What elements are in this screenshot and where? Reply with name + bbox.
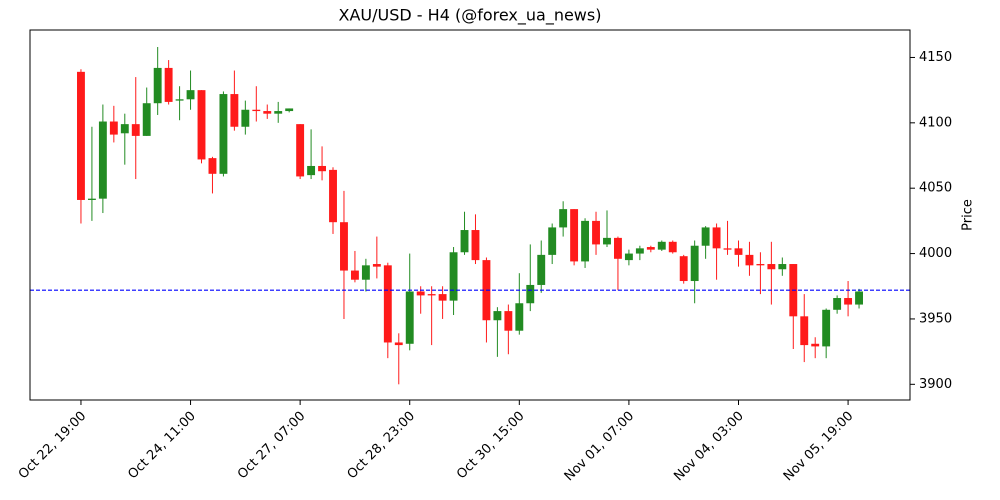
candle-body	[767, 264, 776, 270]
candle-body	[548, 227, 557, 255]
candle-body	[811, 343, 820, 347]
candle-body	[844, 298, 853, 305]
candle-body	[833, 298, 842, 310]
candle-body	[778, 264, 787, 270]
candle-body	[285, 108, 294, 112]
candle-body	[208, 158, 217, 174]
candle-body	[800, 316, 809, 346]
candle-body	[274, 111, 283, 114]
candle-body	[197, 90, 206, 160]
candle-body	[98, 121, 107, 199]
candle-body	[175, 99, 184, 101]
candle-body	[668, 241, 677, 253]
candle-body	[438, 294, 447, 301]
candle-body	[460, 230, 469, 253]
candle-body	[603, 237, 611, 245]
y-tick-label: 3900	[919, 377, 952, 392]
plot-frame	[29, 29, 911, 401]
candle-body	[153, 67, 162, 104]
candle-body	[405, 291, 414, 344]
chart-title: XAU/USD - H4 (@forex_ua_news)	[339, 6, 602, 26]
candle-body	[372, 264, 381, 267]
candle-body	[559, 209, 568, 228]
candle-body	[219, 94, 228, 174]
candle-body	[592, 220, 600, 245]
candle-body	[635, 248, 644, 254]
candle-body	[329, 169, 337, 223]
candle-body	[449, 252, 458, 301]
candle-body	[120, 124, 129, 134]
candle-body	[383, 265, 392, 343]
candle-body	[822, 309, 831, 347]
candle-body	[296, 124, 305, 177]
candle-body	[361, 265, 370, 280]
candle-body	[745, 254, 754, 266]
candle-body	[504, 311, 513, 331]
y-tick-label: 4100	[919, 115, 952, 130]
candle-body	[624, 253, 633, 261]
y-tick-label: 4050	[919, 181, 952, 196]
candle-body	[252, 109, 261, 112]
candle-body	[570, 209, 579, 262]
candle-body	[164, 67, 173, 102]
candle-body	[679, 256, 688, 282]
candle-body	[241, 109, 250, 127]
candle-body	[427, 294, 436, 296]
candle-body	[131, 124, 140, 136]
candle-body	[318, 165, 326, 172]
candle-body	[471, 230, 480, 261]
candle-body	[77, 71, 85, 200]
candle-body	[230, 94, 239, 127]
y-tick-label: 4150	[919, 50, 952, 65]
candle-body	[493, 311, 502, 321]
candle-body	[657, 241, 666, 250]
candle-body	[581, 220, 590, 262]
candle-body	[537, 254, 546, 285]
candle-body	[756, 264, 765, 266]
candle-body	[701, 227, 710, 246]
candle-body	[614, 237, 622, 259]
candle-body	[109, 121, 118, 135]
candle-body	[646, 247, 655, 250]
candle-body	[350, 270, 359, 280]
candle-body	[526, 284, 535, 304]
candle-body	[712, 227, 721, 249]
candle-body	[263, 111, 272, 114]
candle-body	[723, 248, 732, 250]
candle-body	[142, 103, 151, 136]
candle-body	[394, 342, 403, 346]
candle-body	[734, 248, 743, 255]
candle-body	[186, 90, 195, 100]
candle-body	[416, 291, 425, 296]
candle-body	[307, 165, 316, 176]
candle-body	[515, 303, 524, 331]
candle-body	[855, 291, 863, 305]
y-tick-label: 4000	[919, 246, 952, 261]
candle-body	[340, 222, 348, 271]
candle-body	[690, 245, 699, 282]
candle-body	[87, 198, 96, 200]
y-tick-label: 3950	[919, 311, 952, 326]
y-axis-label: Price	[961, 199, 976, 231]
